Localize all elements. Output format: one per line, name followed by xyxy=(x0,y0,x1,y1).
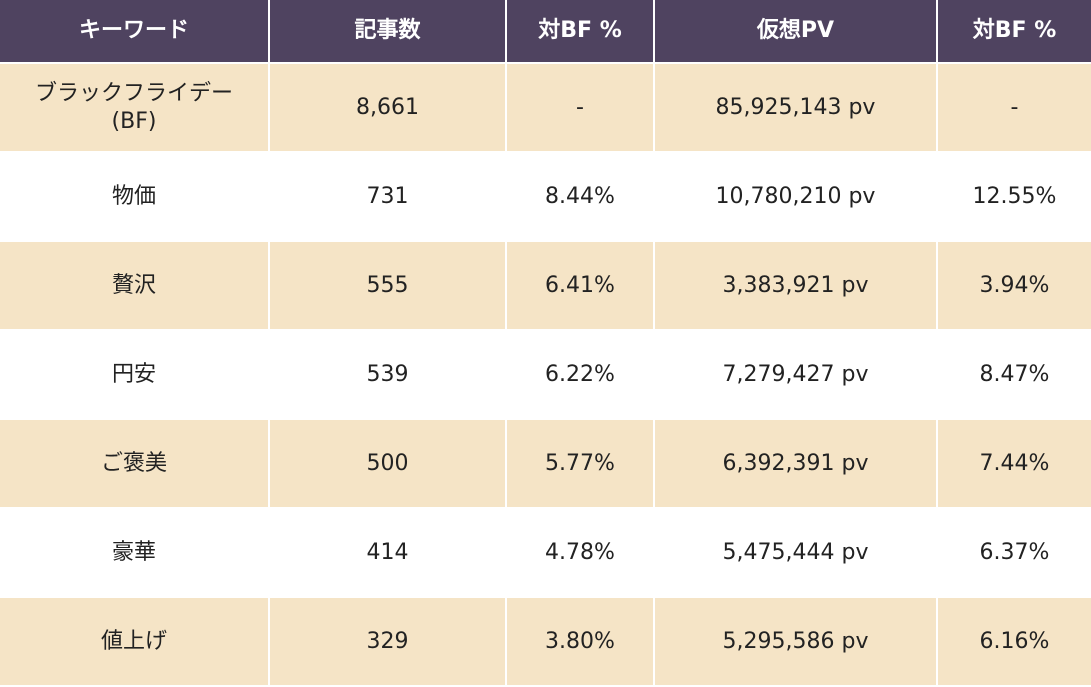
value-cell: - xyxy=(938,64,1091,151)
keyword-cell: 円安 xyxy=(0,331,268,418)
keyword-cell: 贅沢 xyxy=(0,242,268,329)
value-cell: 10,780,210 pv xyxy=(655,153,936,240)
header-cell: 仮想PV xyxy=(655,0,936,62)
keyword-cell: ご褒美 xyxy=(0,420,268,507)
value-cell: 12.55% xyxy=(938,153,1091,240)
value-cell: 329 xyxy=(270,598,505,685)
value-cell: 3.94% xyxy=(938,242,1091,329)
value-cell: 8,661 xyxy=(270,64,505,151)
value-cell: 539 xyxy=(270,331,505,418)
value-cell: 6.37% xyxy=(938,509,1091,596)
value-cell: 414 xyxy=(270,509,505,596)
value-cell: 85,925,143 pv xyxy=(655,64,936,151)
header-cell: 記事数 xyxy=(270,0,505,62)
header-cell: 対BF % xyxy=(938,0,1091,62)
value-cell: 3,383,921 pv xyxy=(655,242,936,329)
keyword-cell: 豪華 xyxy=(0,509,268,596)
value-cell: 5,295,586 pv xyxy=(655,598,936,685)
value-cell: 8.44% xyxy=(507,153,653,240)
keyword-cell: ブラックフライデー (BF) xyxy=(0,64,268,151)
header-cell: 対BF % xyxy=(507,0,653,62)
value-cell: 6,392,391 pv xyxy=(655,420,936,507)
value-cell: 7.44% xyxy=(938,420,1091,507)
keyword-cell: 値上げ xyxy=(0,598,268,685)
value-cell: 4.78% xyxy=(507,509,653,596)
value-cell: 5.77% xyxy=(507,420,653,507)
value-cell: 731 xyxy=(270,153,505,240)
value-cell: 500 xyxy=(270,420,505,507)
value-cell: 8.47% xyxy=(938,331,1091,418)
keyword-cell: 物価 xyxy=(0,153,268,240)
value-cell: 7,279,427 pv xyxy=(655,331,936,418)
value-cell: - xyxy=(507,64,653,151)
value-cell: 555 xyxy=(270,242,505,329)
value-cell: 3.80% xyxy=(507,598,653,685)
header-cell: キーワード xyxy=(0,0,268,62)
value-cell: 5,475,444 pv xyxy=(655,509,936,596)
value-cell: 6.16% xyxy=(938,598,1091,685)
value-cell: 6.22% xyxy=(507,331,653,418)
value-cell: 6.41% xyxy=(507,242,653,329)
